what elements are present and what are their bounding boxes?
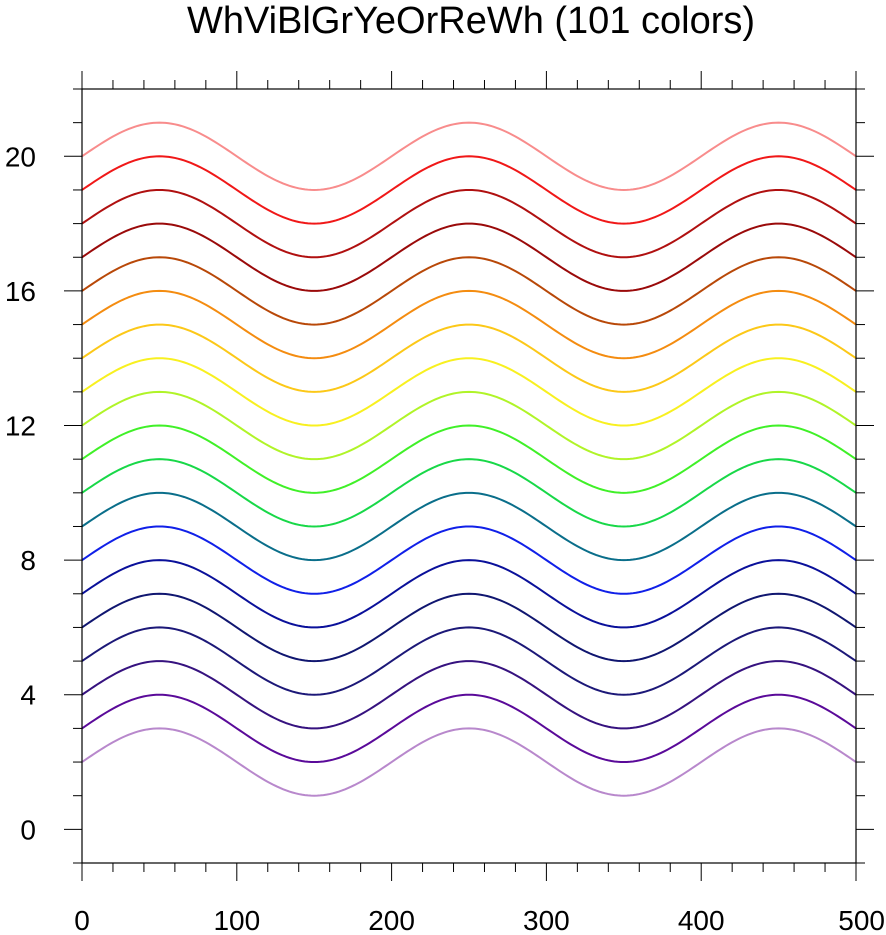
- y-tick-label: 4: [20, 680, 36, 711]
- series-line-3: [81, 693, 857, 764]
- chart-title: WhViBlGrYeOrReWh (101 colors): [187, 0, 755, 42]
- series-line-7: [81, 559, 857, 629]
- series-line-9: [81, 491, 857, 562]
- series-line-11: [81, 424, 857, 494]
- series-line-6: [81, 592, 857, 663]
- series-line-10: [81, 458, 857, 528]
- y-tick-label: 8: [20, 545, 36, 576]
- axis-ticks: [64, 71, 874, 881]
- series-line-16: [81, 256, 857, 326]
- x-tick-label: 0: [74, 905, 90, 935]
- x-tick-label: 400: [678, 905, 725, 935]
- x-tick-label: 200: [368, 905, 415, 935]
- series-line-5: [81, 626, 857, 696]
- y-tick-label: 20: [5, 141, 36, 172]
- series-group: [81, 121, 857, 797]
- x-tick-label: 100: [213, 905, 260, 935]
- series-line-17: [81, 222, 857, 292]
- y-tick-label: 12: [5, 411, 36, 442]
- axis-labels: 0 100 200 300 400 500 0 4 8 12 16 20: [5, 141, 885, 935]
- series-line-15: [81, 289, 857, 360]
- x-tick-label: 500: [838, 905, 885, 935]
- series-line-8: [81, 525, 857, 595]
- series-line-20: [81, 121, 857, 191]
- y-tick-label: 0: [20, 814, 36, 845]
- series-line-14: [81, 323, 857, 393]
- series-line-2: [81, 727, 857, 797]
- series-line-4: [81, 660, 857, 730]
- series-line-12: [81, 390, 857, 461]
- plot-frame: [81, 88, 857, 864]
- series-line-18: [81, 188, 857, 259]
- y-tick-label: 16: [5, 276, 36, 307]
- series-line-13: [81, 357, 857, 427]
- series-line-19: [81, 155, 857, 225]
- x-tick-label: 300: [523, 905, 570, 935]
